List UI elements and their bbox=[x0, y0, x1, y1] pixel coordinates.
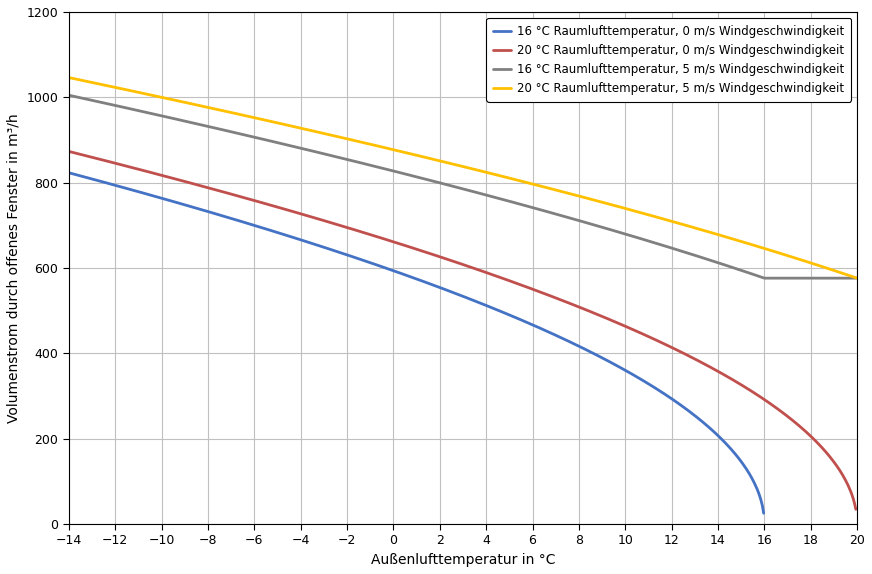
20 °C Raumlufttemperatur, 0 m/s Windgeschwindigkeit bbox=[110, 160, 120, 166]
16 °C Raumlufttemperatur, 5 m/s Windgeschwindigkeit bbox=[420, 176, 431, 183]
Line: 20 °C Raumlufttemperatur, 0 m/s Windgeschwindigkeit: 20 °C Raumlufttemperatur, 0 m/s Windgesc… bbox=[69, 152, 855, 509]
16 °C Raumlufttemperatur, 5 m/s Windgeschwindigkeit bbox=[203, 123, 214, 130]
16 °C Raumlufttemperatur, 0 m/s Windgeschwindigkeit bbox=[685, 409, 695, 416]
20 °C Raumlufttemperatur, 5 m/s Windgeschwindigkeit bbox=[203, 104, 214, 111]
Y-axis label: Volumenstrom durch offenes Fenster in m³/h: Volumenstrom durch offenes Fenster in m³… bbox=[7, 113, 21, 423]
20 °C Raumlufttemperatur, 5 m/s Windgeschwindigkeit bbox=[590, 197, 601, 204]
16 °C Raumlufttemperatur, 5 m/s Windgeschwindigkeit bbox=[852, 275, 862, 282]
20 °C Raumlufttemperatur, 0 m/s Windgeschwindigkeit bbox=[526, 285, 536, 292]
16 °C Raumlufttemperatur, 0 m/s Windgeschwindigkeit bbox=[338, 250, 349, 257]
16 °C Raumlufttemperatur, 0 m/s Windgeschwindigkeit bbox=[269, 228, 279, 235]
Line: 16 °C Raumlufttemperatur, 5 m/s Windgeschwindigkeit: 16 °C Raumlufttemperatur, 5 m/s Windgesc… bbox=[69, 95, 857, 278]
20 °C Raumlufttemperatur, 5 m/s Windgeschwindigkeit bbox=[528, 181, 539, 188]
16 °C Raumlufttemperatur, 5 m/s Windgeschwindigkeit bbox=[266, 138, 276, 145]
20 °C Raumlufttemperatur, 5 m/s Windgeschwindigkeit bbox=[420, 154, 431, 161]
16 °C Raumlufttemperatur, 5 m/s Windgeschwindigkeit bbox=[657, 242, 668, 249]
Line: 20 °C Raumlufttemperatur, 5 m/s Windgeschwindigkeit: 20 °C Raumlufttemperatur, 5 m/s Windgesc… bbox=[69, 77, 857, 278]
Legend: 16 °C Raumlufttemperatur, 0 m/s Windgeschwindigkeit, 20 °C Raumlufttemperatur, 0: 16 °C Raumlufttemperatur, 0 m/s Windgesc… bbox=[487, 18, 851, 102]
20 °C Raumlufttemperatur, 5 m/s Windgeschwindigkeit bbox=[266, 118, 276, 125]
Line: 16 °C Raumlufttemperatur, 0 m/s Windgeschwindigkeit: 16 °C Raumlufttemperatur, 0 m/s Windgesc… bbox=[69, 173, 764, 513]
20 °C Raumlufttemperatur, 0 m/s Windgeschwindigkeit bbox=[648, 335, 658, 342]
16 °C Raumlufttemperatur, 0 m/s Windgeschwindigkeit bbox=[384, 266, 394, 273]
20 °C Raumlufttemperatur, 0 m/s Windgeschwindigkeit bbox=[231, 192, 242, 199]
X-axis label: Außenlufttemperatur in °C: Außenlufttemperatur in °C bbox=[371, 553, 555, 567]
16 °C Raumlufttemperatur, 5 m/s Windgeschwindigkeit bbox=[590, 222, 601, 228]
20 °C Raumlufttemperatur, 5 m/s Windgeschwindigkeit bbox=[852, 275, 862, 282]
20 °C Raumlufttemperatur, 5 m/s Windgeschwindigkeit bbox=[64, 74, 74, 81]
16 °C Raumlufttemperatur, 5 m/s Windgeschwindigkeit bbox=[64, 92, 74, 99]
16 °C Raumlufttemperatur, 0 m/s Windgeschwindigkeit bbox=[64, 169, 74, 176]
20 °C Raumlufttemperatur, 5 m/s Windgeschwindigkeit bbox=[657, 215, 668, 222]
20 °C Raumlufttemperatur, 0 m/s Windgeschwindigkeit bbox=[64, 148, 74, 155]
20 °C Raumlufttemperatur, 0 m/s Windgeschwindigkeit bbox=[144, 169, 154, 176]
16 °C Raumlufttemperatur, 0 m/s Windgeschwindigkeit bbox=[638, 378, 649, 385]
20 °C Raumlufttemperatur, 0 m/s Windgeschwindigkeit bbox=[848, 495, 858, 502]
16 °C Raumlufttemperatur, 5 m/s Windgeschwindigkeit bbox=[760, 275, 770, 282]
16 °C Raumlufttemperatur, 5 m/s Windgeschwindigkeit bbox=[528, 204, 539, 211]
16 °C Raumlufttemperatur, 0 m/s Windgeschwindigkeit bbox=[759, 510, 769, 517]
20 °C Raumlufttemperatur, 0 m/s Windgeschwindigkeit bbox=[850, 506, 861, 513]
16 °C Raumlufttemperatur, 0 m/s Windgeschwindigkeit bbox=[368, 260, 378, 267]
